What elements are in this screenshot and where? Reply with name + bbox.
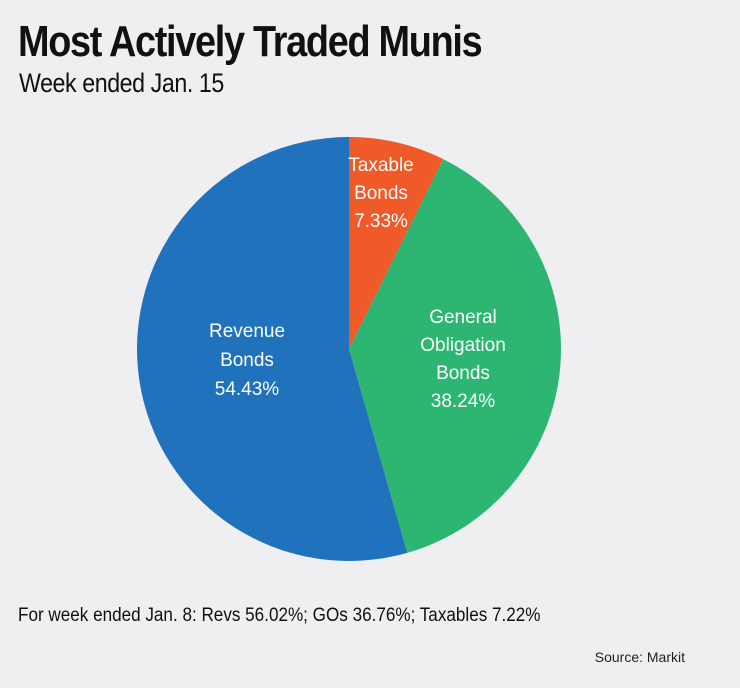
slice-label-0: Taxable Bonds 7.33%: [348, 155, 414, 232]
pie-slice-1: [349, 159, 562, 553]
chart-subtitle: Week ended Jan. 15: [19, 68, 224, 98]
slice-label-1: General Obligation Bonds 38.24%: [420, 307, 506, 412]
chart-title: Most Actively Traded Munis: [18, 17, 483, 66]
source-note: Source: Markit: [594, 649, 685, 665]
pie-slice-0: [349, 137, 444, 349]
slice-label-2: Revenue Bonds 54.43%: [209, 321, 285, 400]
prior-week-footnote: For week ended Jan. 8: Revs 56.02%; GOs …: [18, 605, 541, 626]
pie-slice-2: [137, 137, 408, 561]
